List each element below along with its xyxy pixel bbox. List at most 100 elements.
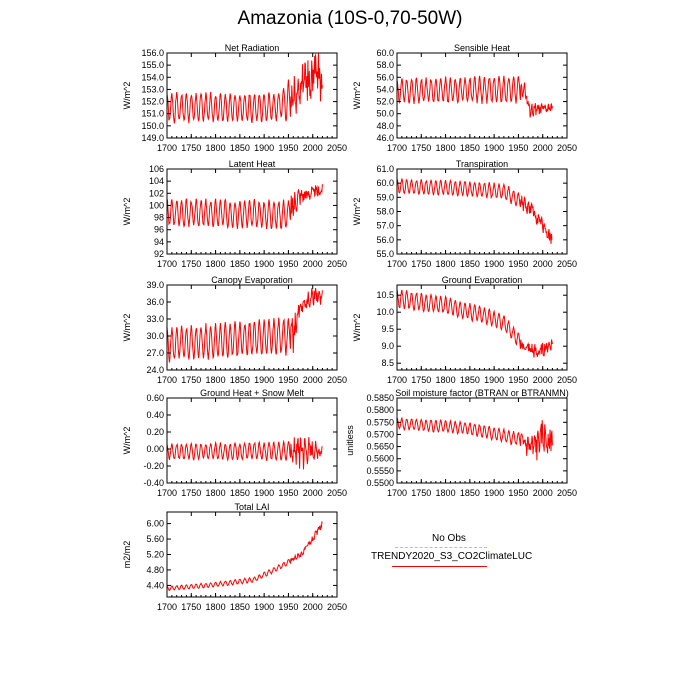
- panel-7: 1700 1750 1800 1850 1900 1950 2000 2050 -0.40 -0.…: [122, 388, 347, 498]
- x-tick-label: 1700: [157, 143, 177, 153]
- series-line: [166, 184, 323, 230]
- y-axis-label: m2/m2: [122, 541, 132, 569]
- legend-entry-model: TRENDY2020_S3_CO2ClimateLUC: [371, 551, 533, 562]
- y-tick-label: 58.0: [376, 60, 394, 70]
- y-tick-label: 9.0: [381, 341, 394, 351]
- legend-line-no-obs: [395, 547, 487, 548]
- y-axis-label: W/m^2: [352, 314, 362, 342]
- y-tick-label: 4.80: [146, 565, 164, 575]
- x-tick-label: 1700: [387, 488, 407, 498]
- series-line: [167, 520, 323, 592]
- x-tick-label: 1900: [484, 259, 504, 269]
- y-tick-label: 100: [149, 200, 164, 210]
- x-tick-label: 2050: [327, 375, 347, 385]
- series-line: [396, 75, 553, 118]
- legend-line-model: [392, 566, 487, 567]
- panel-title: Canopy Evaporation: [211, 275, 293, 285]
- y-tick-label: 0.40: [146, 410, 164, 420]
- x-tick-label: 1950: [278, 488, 298, 498]
- y-tick-label: 153.0: [141, 84, 164, 94]
- panel-title: Soil moisture factor (BTRAN or BTRANMN): [395, 388, 569, 398]
- x-tick-label: 2000: [533, 259, 553, 269]
- y-tick-label: 106: [149, 164, 164, 174]
- y-tick-label: 39.0: [146, 280, 164, 290]
- panel-8: 1700 1750 1800 1850 1900 1950 2000 2050 0.5500 0.…: [345, 388, 577, 498]
- x-tick-label: 1750: [411, 488, 431, 498]
- series-line: [396, 416, 553, 461]
- y-tick-label: 48.0: [376, 121, 394, 131]
- x-tick-label: 1750: [181, 602, 201, 612]
- plot-frame: [166, 284, 338, 371]
- x-tick-label: 1900: [484, 143, 504, 153]
- x-tick-label: 1750: [411, 375, 431, 385]
- plot-frame: [396, 284, 568, 371]
- y-tick-label: 52.0: [376, 97, 394, 107]
- x-tick-label: 2050: [327, 488, 347, 498]
- panel-title: Ground Evaporation: [442, 275, 523, 285]
- x-tick-label: 2000: [533, 488, 553, 498]
- y-axis-label: W/m^2: [352, 198, 362, 226]
- y-tick-label: 59.0: [376, 192, 394, 202]
- x-tick-label: 1950: [508, 488, 528, 498]
- y-tick-label: 0.5550: [366, 466, 394, 476]
- y-tick-label: 0.5800: [366, 405, 394, 415]
- x-tick-label: 1800: [206, 488, 226, 498]
- x-tick-label: 1800: [436, 259, 456, 269]
- x-tick-label: 1850: [230, 143, 250, 153]
- y-tick-label: 154.0: [141, 72, 164, 82]
- y-axis-label: W/m^2: [122, 82, 132, 110]
- x-tick-label: 1850: [230, 375, 250, 385]
- y-tick-label: 58.0: [376, 207, 394, 217]
- plot-frame: [166, 52, 338, 139]
- x-tick-label: 1950: [278, 143, 298, 153]
- y-axis-label: W/m^2: [122, 314, 132, 342]
- series-line: [396, 177, 553, 244]
- panel-3: 1700 1750 1800 1850 1900 1950 2000 2050 92 94 96 98…: [122, 159, 347, 269]
- y-tick-label: 30.0: [146, 331, 164, 341]
- panel-title: Net Radiation: [225, 43, 280, 53]
- panel-title: Ground Heat + Snow Melt: [200, 388, 304, 398]
- x-tick-label: 1700: [387, 143, 407, 153]
- plot-frame: [396, 168, 568, 255]
- x-tick-label: 1900: [484, 375, 504, 385]
- x-tick-label: 2050: [557, 259, 577, 269]
- y-tick-label: 0.00: [146, 444, 164, 454]
- x-tick-label: 1700: [157, 259, 177, 269]
- legend-entry-no-obs: No Obs: [432, 533, 466, 544]
- panel-title: Transpiration: [456, 159, 508, 169]
- panel-title: Latent Heat: [229, 159, 276, 169]
- x-tick-label: 1950: [508, 375, 528, 385]
- y-tick-label: 92: [154, 249, 164, 259]
- x-tick-label: 1900: [484, 488, 504, 498]
- x-tick-label: 1800: [206, 375, 226, 385]
- y-tick-label: 4.40: [146, 580, 164, 590]
- y-tick-label: 61.0: [376, 164, 394, 174]
- panel-1: 1700 1750 1800 1850 1900 1950 2000 2050 149.0 150…: [122, 43, 347, 153]
- series-line: [396, 289, 553, 358]
- x-tick-label: 1950: [278, 602, 298, 612]
- y-tick-label: 54.0: [376, 84, 394, 94]
- x-tick-label: 1800: [206, 143, 226, 153]
- y-tick-label: 0.5650: [366, 442, 394, 452]
- x-tick-label: 2000: [303, 488, 323, 498]
- panel-2: 1700 1750 1800 1850 1900 1950 2000 2050 46.0 48.0…: [352, 43, 577, 153]
- y-tick-label: 0.5500: [366, 478, 394, 488]
- y-tick-label: 56.0: [376, 72, 394, 82]
- x-tick-label: 2000: [303, 602, 323, 612]
- x-tick-label: 1850: [230, 488, 250, 498]
- y-tick-label: 6.00: [146, 519, 164, 529]
- x-tick-label: 1950: [508, 259, 528, 269]
- x-tick-label: 1900: [254, 143, 274, 153]
- y-tick-label: 5.60: [146, 534, 164, 544]
- y-axis-label: unitless: [345, 425, 355, 456]
- x-tick-label: 1900: [254, 602, 274, 612]
- x-tick-label: 1850: [230, 259, 250, 269]
- y-tick-label: 104: [149, 176, 164, 186]
- y-tick-label: 33.0: [146, 314, 164, 324]
- y-tick-label: -0.40: [143, 478, 164, 488]
- x-tick-label: 2000: [533, 375, 553, 385]
- x-tick-label: 1850: [460, 143, 480, 153]
- x-tick-label: 1700: [387, 259, 407, 269]
- x-tick-label: 2050: [557, 143, 577, 153]
- y-tick-label: 56.0: [376, 235, 394, 245]
